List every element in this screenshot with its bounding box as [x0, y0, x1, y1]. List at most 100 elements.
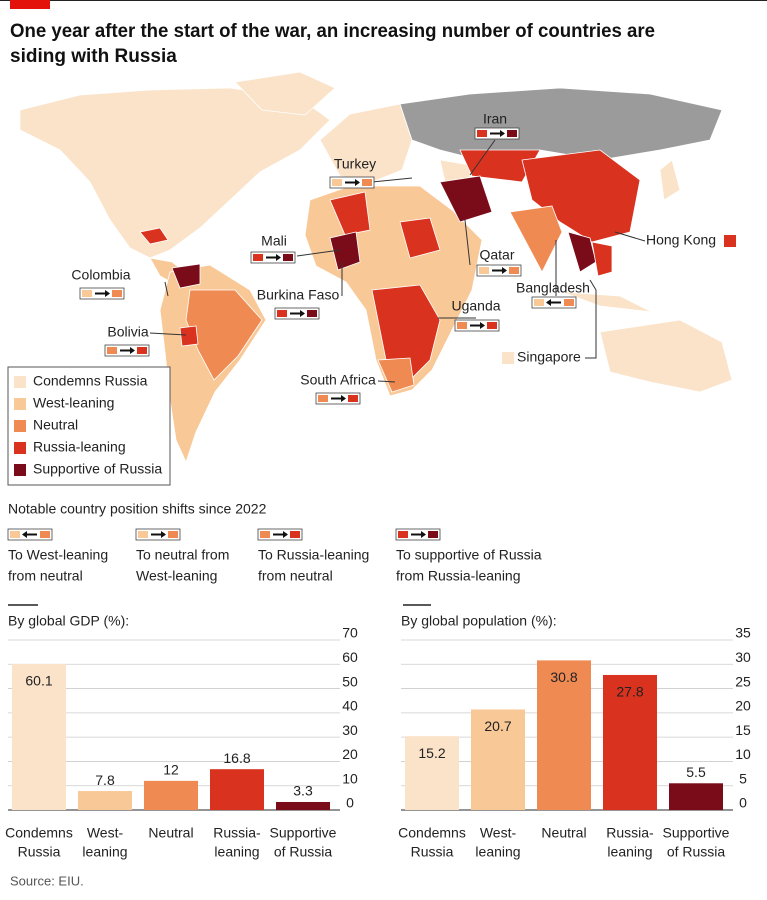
map-label: Qatar	[479, 247, 514, 263]
y-tick-label: 40	[342, 698, 358, 714]
value-label: 12	[163, 762, 179, 778]
title-line: One year after the start of the war, an …	[10, 21, 655, 42]
x-tick-label: Neutral	[541, 825, 586, 841]
shift-arrow-head	[300, 310, 305, 317]
land	[399, 217, 441, 259]
shift-arrow-head	[355, 179, 360, 186]
shift-label: West-leaning	[136, 568, 217, 584]
value-label: 5.5	[686, 764, 706, 780]
x-tick-label: Condemns	[5, 825, 73, 841]
shift-arrow-head	[105, 290, 110, 297]
shift-swatch	[277, 310, 287, 317]
shift-label: from neutral	[258, 568, 333, 584]
bar	[603, 674, 657, 810]
shift-swatch	[428, 531, 438, 538]
shift-swatch	[82, 290, 92, 297]
x-tick-label: Condemns	[398, 825, 466, 841]
bar	[537, 660, 591, 810]
shift-arrow-head	[480, 322, 485, 329]
bar	[78, 791, 132, 810]
land	[459, 149, 541, 183]
map-label: Mali	[261, 233, 287, 249]
y-tick-label: 30	[342, 722, 358, 738]
shift-swatch	[332, 179, 342, 186]
y-tick-label: 10	[735, 746, 751, 762]
shift-swatch	[487, 322, 497, 329]
shift-swatch	[290, 531, 300, 538]
brand-tag	[10, 0, 50, 9]
x-tick-label: Russia-	[213, 825, 261, 841]
x-tick-label: Supportive	[270, 825, 337, 841]
y-tick-label: 5	[739, 770, 747, 786]
bar	[210, 769, 264, 810]
value-label: 3.3	[293, 783, 313, 799]
value-label: 27.8	[616, 684, 643, 700]
map-swatch	[502, 352, 514, 364]
legend-swatch	[14, 442, 26, 454]
land	[521, 149, 641, 243]
shift-swatch	[477, 130, 487, 137]
legend-label: Condemns Russia	[33, 373, 148, 389]
map-label: Bolivia	[107, 324, 148, 340]
shift-swatch	[534, 299, 544, 306]
land	[599, 319, 733, 393]
x-tick-label: West-	[87, 825, 124, 841]
land	[19, 87, 331, 259]
x-tick-label: of Russia	[667, 844, 726, 860]
shift-label: To Russia-leaning	[258, 547, 369, 563]
land	[179, 325, 199, 347]
land	[139, 227, 169, 245]
shift-swatch	[348, 395, 358, 402]
title-line: siding with Russia	[10, 46, 177, 67]
shift-swatch	[362, 179, 372, 186]
land	[591, 241, 613, 277]
land	[329, 231, 361, 271]
shift-label: from neutral	[8, 568, 83, 584]
leader-lines	[149, 139, 646, 383]
map-label: Iran	[483, 111, 507, 127]
land	[439, 175, 493, 223]
shift-swatch	[10, 531, 20, 538]
x-tick-label: leaning	[475, 844, 520, 860]
shift-swatch	[40, 531, 50, 538]
leader-line	[371, 177, 413, 183]
x-tick-label: Russia	[411, 844, 454, 860]
leader-line	[585, 279, 597, 359]
map-label: Turkey	[334, 156, 376, 172]
map-label: Uganda	[451, 298, 500, 314]
x-tick-label: Neutral	[148, 825, 193, 841]
legend-swatch	[14, 420, 26, 432]
shift-swatch	[137, 347, 147, 354]
leader-line	[149, 332, 187, 336]
shift-swatch	[168, 531, 178, 538]
land	[185, 289, 263, 381]
shift-swatch	[457, 322, 467, 329]
value-label: 20.7	[484, 718, 511, 734]
y-tick-label: 30	[735, 649, 751, 665]
land	[234, 71, 336, 116]
shift-swatch	[283, 254, 293, 261]
bar	[276, 801, 330, 810]
y-tick-label: 15	[735, 722, 751, 738]
value-label: 15.2	[418, 745, 445, 761]
shift-swatch	[318, 395, 328, 402]
land	[509, 205, 563, 273]
legend-swatch	[14, 376, 26, 388]
bar	[669, 783, 723, 810]
x-tick-label: leaning	[214, 844, 259, 860]
shift-swatch	[260, 531, 270, 538]
shift-arrow-head	[502, 267, 507, 274]
shift-arrow-head	[546, 299, 551, 306]
x-tick-label: West-	[480, 825, 517, 841]
y-tick-label: 35	[735, 625, 751, 641]
top-rule	[0, 0, 767, 1]
y-tick-label: 10	[342, 770, 358, 786]
land	[561, 291, 653, 313]
map-label: Hong Kong	[646, 232, 716, 248]
legend-label: Supportive of Russia	[33, 461, 162, 477]
bar	[12, 664, 66, 810]
chart-title: By global GDP (%):	[8, 613, 129, 629]
legend-label: West-leaning	[33, 395, 114, 411]
land	[171, 263, 201, 289]
